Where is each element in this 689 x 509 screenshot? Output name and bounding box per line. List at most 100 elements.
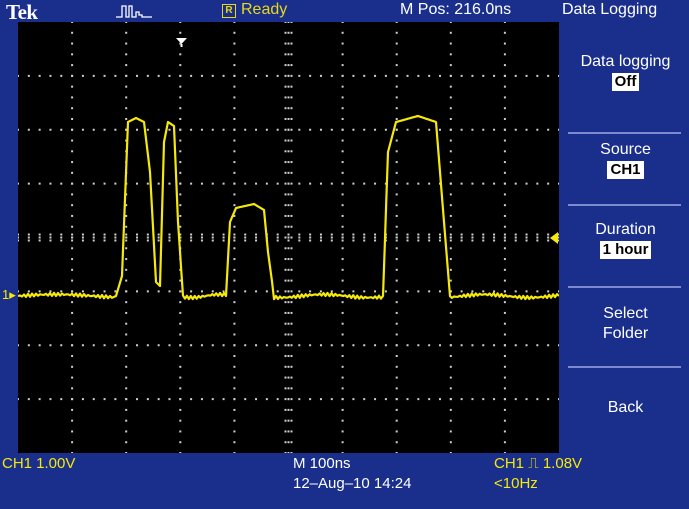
graticule-dot	[211, 74, 214, 77]
graticule-dot	[265, 398, 268, 401]
graticule-dot	[233, 344, 236, 347]
graticule-dot	[92, 239, 95, 242]
graticule-dot	[146, 233, 149, 236]
graticule-dot	[157, 74, 160, 77]
graticule-dot	[330, 290, 333, 293]
graticule-dot	[287, 128, 290, 131]
graticule-dot	[136, 233, 139, 236]
select-folder-button[interactable]: Select Folder	[562, 304, 689, 374]
graticule-dot	[49, 290, 52, 293]
graticule-dot	[290, 85, 293, 88]
graticule-dot	[449, 279, 452, 282]
graticule-dot	[287, 182, 290, 185]
graticule-dot	[60, 290, 63, 293]
graticule-dot	[438, 239, 441, 242]
graticule-dot	[179, 344, 182, 347]
graticule-dot	[81, 344, 84, 347]
back-button[interactable]: Back	[562, 398, 689, 438]
graticule-dot	[287, 96, 290, 99]
graticule-dot	[233, 128, 236, 131]
menu-divider	[568, 204, 681, 206]
source-button[interactable]: Source CH1	[562, 140, 689, 210]
graticule-dot	[290, 301, 293, 304]
graticule-dot	[558, 182, 560, 185]
graticule-dot	[71, 398, 74, 401]
graticule-dot	[287, 236, 290, 239]
graticule-dot	[81, 236, 84, 239]
graticule-dot	[125, 204, 128, 207]
graticule-dot	[482, 290, 485, 293]
graticule-dot	[179, 419, 182, 422]
graticule-dot	[341, 171, 344, 174]
graticule-dot	[179, 204, 182, 207]
graticule-dot	[71, 193, 74, 196]
graticule-dot	[125, 311, 128, 314]
graticule-dot	[38, 239, 41, 242]
graticule-dot	[233, 333, 236, 336]
graticule-dot	[233, 376, 236, 379]
graticule-dot	[71, 441, 74, 444]
graticule-dot	[514, 233, 517, 236]
graticule-dot	[395, 150, 398, 153]
graticule-dot	[503, 355, 506, 358]
brand-logo: Tek	[6, 0, 38, 24]
graticule-dot	[395, 239, 398, 242]
graticule-dot	[503, 225, 506, 228]
graticule-dot	[471, 398, 474, 401]
graticule-dot	[547, 128, 550, 131]
graticule-dot	[157, 182, 160, 185]
menu-divider	[568, 366, 681, 368]
graticule-dot	[179, 117, 182, 120]
graticule-dot	[233, 150, 236, 153]
graticule-dot	[284, 268, 287, 271]
graticule-dot	[449, 85, 452, 88]
graticule-dot	[179, 301, 182, 304]
graticule-dot	[438, 233, 441, 236]
graticule-dot	[157, 344, 160, 347]
graticule-dot	[395, 301, 398, 304]
graticule-dot	[284, 107, 287, 110]
graticule-dot	[222, 344, 225, 347]
graticule-dot	[284, 64, 287, 67]
graticule-dot	[290, 139, 293, 142]
graticule-dot	[27, 233, 30, 236]
graticule-dot	[125, 441, 128, 444]
graticule-dot	[222, 233, 225, 236]
graticule-dot	[284, 355, 287, 358]
graticule-dot	[395, 128, 398, 131]
graticule-dot	[276, 239, 279, 242]
ch1-ground-marker: 1▸	[2, 287, 16, 302]
data-logging-button[interactable]: Data logging Off	[562, 52, 689, 122]
graticule-dot	[125, 398, 128, 401]
graticule-dot	[395, 74, 398, 77]
graticule-dot	[341, 344, 344, 347]
graticule-dot	[341, 42, 344, 45]
graticule-dot	[290, 31, 293, 34]
graticule-dot	[290, 365, 293, 368]
graticule-dot	[417, 290, 420, 293]
graticule-dot	[449, 225, 452, 228]
graticule-dot	[287, 344, 290, 347]
graticule-dot	[27, 398, 30, 401]
duration-button[interactable]: Duration 1 hour	[562, 220, 689, 290]
graticule-dot	[438, 290, 441, 293]
graticule-dot	[60, 344, 63, 347]
menu-title: Data Logging	[562, 1, 658, 18]
graticule-dot	[146, 290, 149, 293]
graticule-dot	[471, 236, 474, 239]
graticule-dot	[114, 344, 117, 347]
graticule-dot	[81, 239, 84, 242]
graticule-dot	[330, 128, 333, 131]
graticule-dot	[395, 85, 398, 88]
graticule-dot	[284, 193, 287, 196]
graticule-dot	[168, 398, 171, 401]
graticule-dot	[287, 53, 290, 56]
graticule-dot	[125, 74, 128, 77]
graticule-dot	[309, 344, 312, 347]
graticule-dot	[503, 128, 506, 131]
graticule-dot	[449, 42, 452, 45]
graticule-dot	[547, 344, 550, 347]
graticule-dot	[395, 161, 398, 164]
trigger-readout: CH1 ⎍ 1.08V	[494, 455, 583, 472]
graticule-dot	[525, 398, 528, 401]
